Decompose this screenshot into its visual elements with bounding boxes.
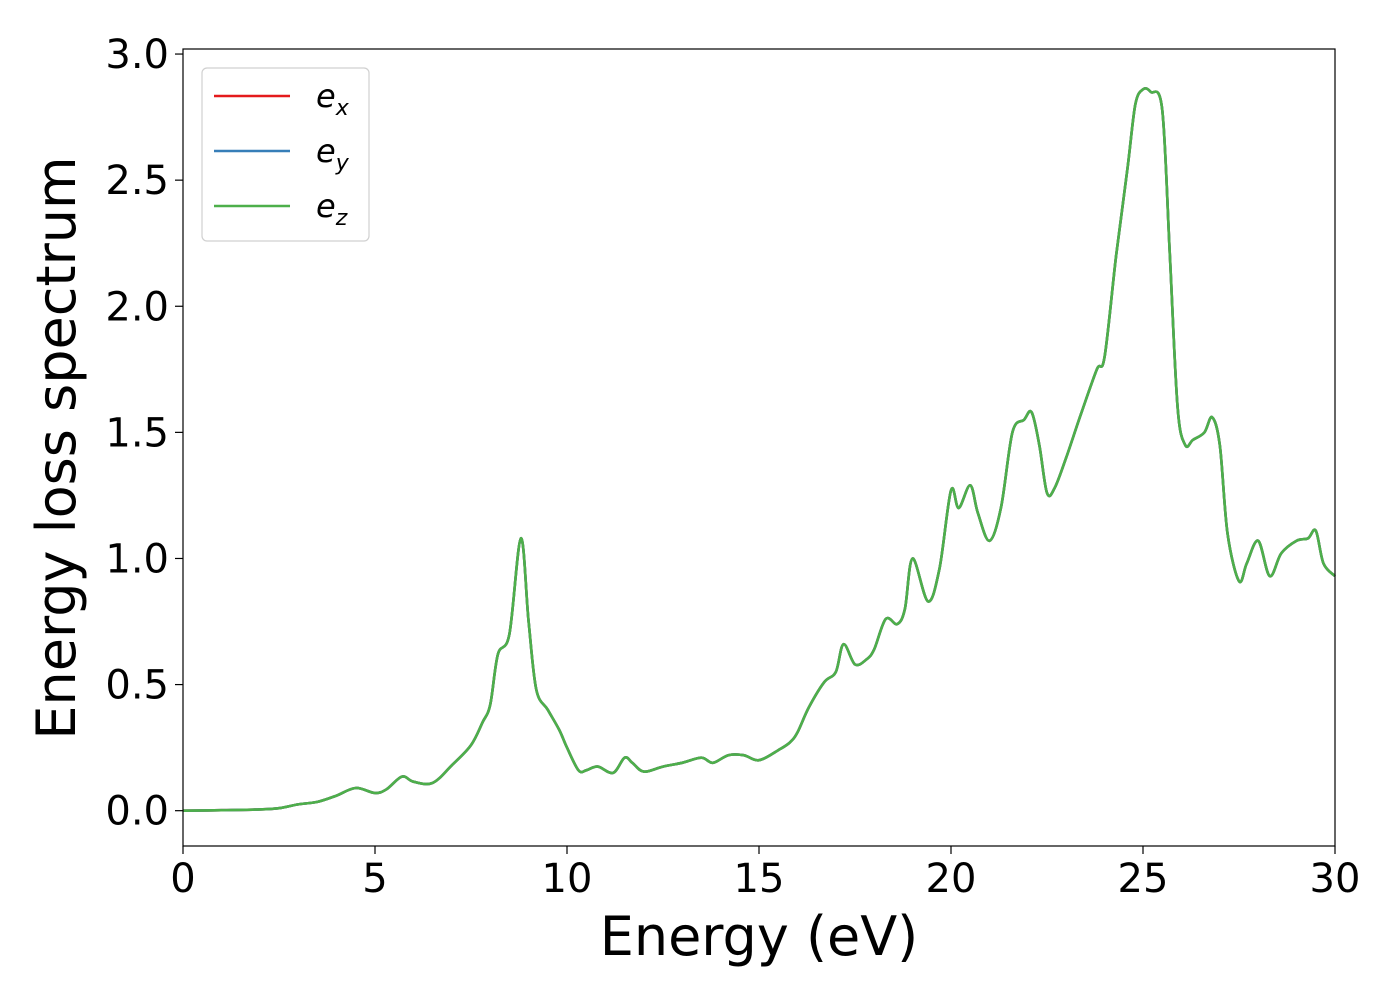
y-tick-label: 2.5: [105, 158, 169, 204]
legend-box: [201, 67, 370, 242]
legend-label-y: ey: [316, 132, 350, 176]
x-axis-label: Energy (eV): [600, 905, 919, 968]
series-line-e-z: [182, 87, 1336, 812]
x-axis: 0 5 10 15 20 25 30: [170, 846, 1360, 902]
x-tick-label: 5: [362, 856, 387, 902]
y-tick-label: 3.0: [105, 32, 169, 78]
y-tick-label: 0.0: [105, 789, 169, 835]
y-tick-label: 1.5: [105, 410, 169, 456]
x-tick-label: 15: [734, 856, 785, 902]
y-tick-label: 2.0: [105, 284, 169, 330]
y-tick-label: 0.5: [105, 663, 169, 709]
x-tick-label: 20: [926, 856, 977, 902]
x-tick-label: 25: [1118, 856, 1169, 902]
y-axis-label: Energy loss spectrum: [25, 156, 88, 739]
series-layer: [182, 87, 1336, 812]
x-tick-label: 30: [1310, 856, 1361, 902]
x-tick-label: 0: [170, 856, 195, 902]
x-tick-label: 10: [542, 856, 593, 902]
y-axis: 0.0 0.5 1.0 1.5 2.0 2.5 3.0: [105, 32, 183, 835]
legend-label-x: ex: [316, 77, 350, 121]
legend: ex ey ez: [201, 67, 370, 242]
y-tick-label: 1.0: [105, 536, 169, 582]
legend-label-z: ez: [316, 187, 348, 231]
